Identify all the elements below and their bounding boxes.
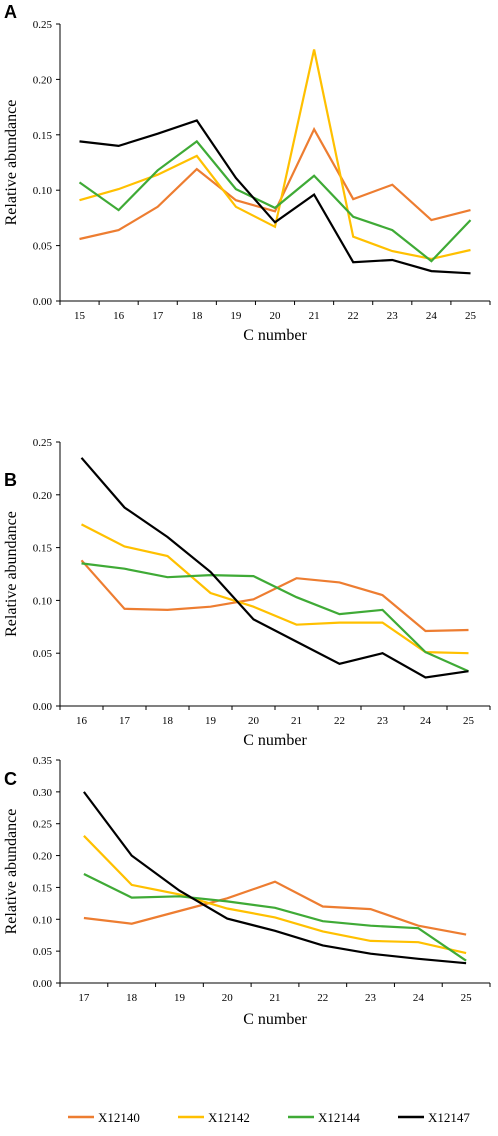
x-tick-label: 23: [377, 715, 389, 727]
y-tick-label: 0.25: [33, 19, 53, 31]
legend-entry-x12140: X12140: [68, 1110, 140, 1125]
y-tick-label: 0.10: [33, 914, 53, 926]
y-tick-label: 0.00: [33, 296, 53, 308]
x-tick-label: 21: [309, 310, 320, 322]
y-tick-label: 0.10: [33, 185, 53, 197]
x-tick-label: 16: [113, 310, 125, 322]
x-tick-label: 22: [317, 992, 328, 1004]
x-tick-label: 24: [420, 715, 432, 727]
x-tick-label: 22: [348, 310, 359, 322]
x-tick-label: 18: [162, 715, 174, 727]
x-tick-label: 20: [248, 715, 260, 727]
x-axis-title: C number: [243, 327, 307, 344]
chart-panel-c: C 0.00 0.05 0.10 0.15 0.20 0.25 0.30 0.35 17 18 19 2…: [3, 755, 491, 1028]
series-line-x12147: [80, 457, 469, 679]
x-tick-label: 18: [126, 992, 138, 1004]
x-tick-label: 22: [334, 715, 345, 727]
series-line-x12140: [79, 126, 471, 241]
y-tick-label: 0.20: [33, 490, 53, 502]
y-axis-title: Relative abundance: [3, 511, 20, 637]
legend-label: X12144: [318, 1110, 360, 1125]
series-line-x12147: [79, 119, 471, 275]
x-tick-label: 17: [119, 715, 131, 727]
y-tick-label: 0.05: [33, 648, 53, 660]
x-tick-label: 19: [174, 992, 186, 1004]
legend-label: X12147: [428, 1110, 470, 1125]
x-tick-label: 17: [78, 992, 90, 1004]
x-tick-label: 23: [387, 310, 399, 322]
series-line-x12144: [83, 873, 467, 962]
panel-label: A: [4, 2, 17, 22]
x-tick-label: 25: [461, 992, 473, 1004]
x-axis-title: C number: [243, 732, 307, 749]
y-tick-label: 0.20: [33, 851, 53, 863]
x-tick-label: 16: [76, 715, 88, 727]
legend-label: X12142: [208, 1110, 250, 1125]
chart-panel-b: B 0.00 0.05 0.10 0.15 0.20 0.25 16 17 18 19 20 21 22 2…: [3, 437, 491, 749]
x-tick-label: 24: [413, 992, 425, 1004]
y-tick-label: 0.00: [33, 978, 53, 990]
series-line-x12142: [83, 835, 467, 955]
legend-label: X12140: [98, 1110, 140, 1125]
series-line-x12147: [83, 791, 467, 965]
x-tick-label: 25: [465, 310, 477, 322]
y-tick-label: 0.15: [33, 543, 53, 555]
x-tick-label: 24: [426, 310, 438, 322]
y-tick-label: 0.25: [33, 437, 53, 449]
series-line-x12142: [80, 523, 469, 655]
series-line-x12142: [79, 49, 471, 261]
x-tick-label: 25: [463, 715, 475, 727]
legend-entry-x12142: X12142: [178, 1110, 250, 1125]
y-tick-label: 0.20: [33, 74, 53, 86]
x-tick-label: 19: [205, 715, 217, 727]
x-tick-label: 15: [74, 310, 86, 322]
x-axis-title: C number: [243, 1011, 307, 1028]
chart-panel-a: A 0.00 0.05 0.10 0.15 0.20 0.25 15 16 17 18 19 20 21 2…: [3, 2, 491, 344]
x-tick-label: 20: [270, 310, 282, 322]
x-tick-label: 21: [270, 992, 281, 1004]
x-tick-label: 23: [365, 992, 377, 1004]
x-tick-label: 20: [222, 992, 234, 1004]
x-tick-label: 18: [191, 310, 203, 322]
y-tick-label: 0.15: [33, 882, 53, 894]
legend-entry-x12147: X12147: [398, 1110, 470, 1125]
y-tick-label: 0.05: [33, 241, 53, 253]
x-tick-label: 17: [152, 310, 164, 322]
y-tick-label: 0.30: [33, 787, 53, 799]
series-line-x12144: [78, 139, 472, 263]
series-line-x12140: [80, 559, 469, 633]
series-line-x12144: [81, 562, 469, 673]
y-tick-label: 0.35: [33, 755, 53, 767]
y-axis-title: Relative abundance: [3, 809, 20, 935]
x-tick-label: 19: [230, 310, 242, 322]
y-tick-label: 0.10: [33, 595, 53, 607]
x-tick-label: 21: [291, 715, 302, 727]
y-tick-label: 0.05: [33, 946, 53, 958]
legend: X12140 X12142 X12144 X12147: [68, 1110, 470, 1125]
y-axis-title: Relative abundance: [3, 100, 20, 226]
y-tick-label: 0.15: [33, 130, 53, 142]
legend-entry-x12144: X12144: [288, 1110, 360, 1125]
series-line-x12140: [83, 880, 467, 936]
panels: A 0.00 0.05 0.10 0.15 0.20 0.25 15 16 17 18 19 20 21 2…: [3, 2, 491, 1028]
y-tick-label: 0.25: [33, 819, 53, 831]
panel-label: C: [4, 769, 17, 789]
y-tick-label: 0.00: [33, 701, 53, 713]
panel-label: B: [4, 470, 17, 490]
